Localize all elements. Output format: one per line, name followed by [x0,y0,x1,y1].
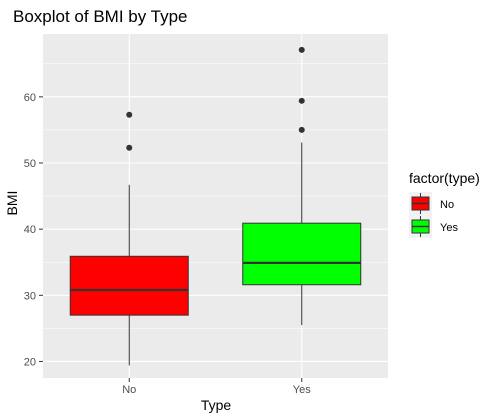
outlier-point [298,126,305,133]
outlier-point [298,46,305,53]
x-tick-label: Yes [293,384,311,396]
legend-label: Yes [440,222,458,234]
box-no [69,111,189,366]
y-tick-label: 60 [24,92,36,104]
interquartile-box [69,255,189,316]
legend: factor(type) No Yes [409,170,480,238]
x-axis-title: Type [201,397,232,413]
y-tick-label: 40 [24,224,36,236]
y-axis-title: BMI [4,191,20,216]
chart-title: Boxplot of BMI by Type [13,7,188,26]
outlier-point [126,144,133,151]
outlier-point [298,97,305,104]
y-tick-label: 30 [24,290,36,302]
legend-label: No [440,199,454,211]
box-yes [242,46,362,326]
x-tick-label: No [122,384,136,396]
plot-panel [43,34,388,378]
legend-entries: No Yes [409,192,458,238]
legend-entry-yes: Yes [409,215,458,238]
y-tick-label: 20 [24,356,36,368]
boxes [69,46,362,366]
legend-entry-no: No [409,192,454,215]
legend-title: factor(type) [409,170,480,186]
interquartile-box [242,222,362,286]
y-axis-ticks: 20 30 40 50 60 [24,92,43,368]
x-axis-ticks: No Yes [122,378,311,396]
y-tick-label: 50 [24,158,36,170]
outlier-point [126,111,133,118]
